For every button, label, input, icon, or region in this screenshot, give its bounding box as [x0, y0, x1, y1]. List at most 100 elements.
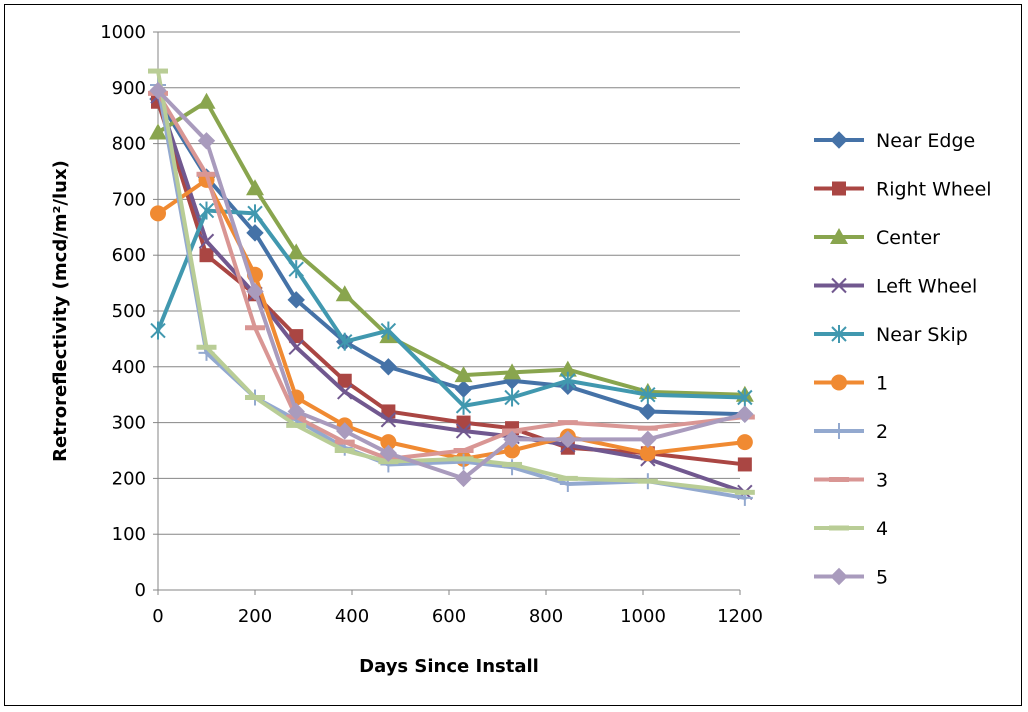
y-tick-label: 600 — [112, 245, 146, 266]
diamond-marker — [639, 430, 657, 449]
square-marker — [337, 373, 352, 388]
x-tick-label: 400 — [335, 606, 369, 627]
dash-marker — [245, 394, 265, 400]
legend-item: 3 — [814, 470, 888, 492]
dash-marker — [829, 477, 849, 482]
series-line — [156, 208, 747, 408]
x-marker — [288, 339, 304, 355]
triangle-marker — [503, 363, 522, 380]
x-tick-label: 600 — [432, 606, 466, 627]
dash-marker — [502, 461, 523, 467]
dash-marker — [196, 344, 217, 350]
dash-marker — [829, 525, 849, 531]
diamond-marker — [379, 358, 398, 376]
y-tick-label: 800 — [112, 134, 146, 155]
diamond-marker — [197, 132, 216, 150]
triangle-marker — [454, 366, 473, 383]
legend-item: Left Wheel — [814, 276, 977, 298]
triangle-marker — [149, 123, 167, 140]
series-2 — [150, 77, 753, 506]
legend-item: Right Wheel — [814, 179, 992, 201]
legend-label: 3 — [876, 470, 888, 492]
dash-marker — [453, 448, 474, 453]
y-tick-label: 900 — [112, 78, 146, 99]
circle-marker — [639, 445, 656, 462]
circle-marker — [380, 434, 397, 451]
dash-marker — [637, 478, 658, 484]
star-marker — [198, 201, 215, 220]
diamond-marker — [830, 131, 848, 149]
x-marker — [455, 423, 472, 439]
dash-marker — [334, 448, 355, 453]
star-marker — [247, 204, 263, 223]
legend-label: 1 — [876, 373, 888, 395]
legend-label: Left Wheel — [876, 276, 977, 298]
legend-label: Near Edge — [876, 130, 975, 152]
x-marker — [380, 412, 397, 428]
legend-item: Near Skip — [814, 324, 968, 346]
circle-marker — [504, 442, 521, 459]
dash-marker — [734, 489, 755, 495]
y-tick-label: 700 — [112, 189, 146, 210]
circle-marker — [150, 205, 166, 222]
series-3 — [148, 90, 755, 462]
triangle-marker — [246, 179, 264, 196]
legend-label: 5 — [876, 567, 888, 589]
y-tick-label: 200 — [112, 468, 146, 489]
circle-marker — [831, 374, 847, 391]
legend-item: Center — [814, 227, 940, 249]
x-axis-title: Days Since Install — [359, 656, 539, 677]
x-marker-stroke — [380, 412, 397, 428]
dash-marker — [334, 439, 355, 445]
axes: 0 100 200 300 400 500 600 700 800 900 1000 0 200 400 6… — [100, 22, 763, 627]
dash-marker — [557, 475, 578, 481]
gridlines — [158, 31, 740, 535]
legend: Near Edge Right Wheel Center Left Wheel Near… — [814, 130, 992, 589]
y-tick-label: 1000 — [100, 22, 146, 43]
legend-item: Near Edge — [814, 130, 975, 152]
diamond-marker — [379, 444, 398, 462]
legend-label: 2 — [876, 421, 888, 443]
legend-item: 5 — [814, 567, 888, 589]
x-tick-label: 800 — [529, 606, 563, 627]
diamond-marker — [149, 81, 167, 100]
diamond-marker — [830, 567, 848, 586]
y-tick-label: 500 — [112, 301, 146, 322]
dash-marker — [286, 422, 307, 428]
x-tick-label: 1000 — [620, 606, 666, 627]
x-tick-label: 0 — [152, 606, 163, 627]
legend-item: 4 — [814, 518, 888, 540]
star-marker — [737, 388, 753, 407]
star-marker — [640, 385, 656, 404]
diamond-marker — [454, 380, 473, 398]
square-marker — [737, 457, 752, 472]
legend-label: Right Wheel — [876, 179, 992, 201]
x-marker — [337, 384, 353, 400]
dash-marker — [148, 68, 168, 74]
triangle-marker — [558, 360, 577, 377]
x-marker — [831, 277, 847, 294]
star-marker — [455, 396, 472, 415]
y-tick-label: 300 — [112, 413, 146, 434]
dash-marker — [557, 420, 578, 426]
star-marker — [150, 321, 166, 340]
circle-marker — [736, 434, 753, 451]
series-layer — [148, 68, 755, 506]
x-tick-label: 200 — [238, 606, 272, 627]
star-marker — [504, 388, 520, 407]
y-axis-title: Retroreflectivity (mcd/m²/lux) — [50, 160, 71, 462]
legend-label: Center — [876, 227, 940, 249]
series-line — [156, 91, 747, 461]
y-tick-label: 400 — [112, 357, 146, 378]
triangle-marker — [197, 92, 216, 109]
diamond-marker — [246, 224, 264, 242]
dash-marker — [637, 425, 658, 431]
triangle-marker — [830, 228, 848, 244]
diamond-marker — [503, 430, 521, 449]
dash-marker — [245, 325, 265, 331]
x-marker — [198, 233, 215, 249]
series-left-wheel — [150, 88, 753, 501]
star-marker — [560, 371, 576, 390]
diamond-marker — [246, 282, 264, 301]
square-marker — [456, 415, 471, 430]
